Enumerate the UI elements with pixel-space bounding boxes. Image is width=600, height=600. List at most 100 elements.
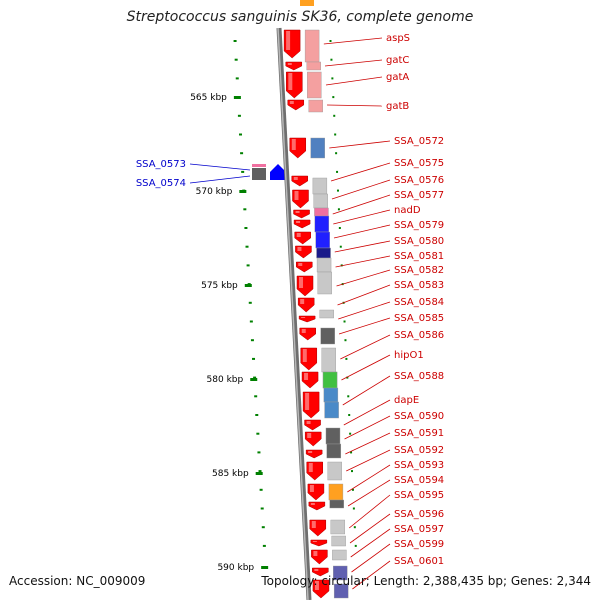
minor-tick — [261, 526, 265, 529]
right-tick — [335, 152, 338, 155]
right-tick — [345, 357, 348, 360]
category-bar — [333, 583, 349, 599]
reverse-category-bar — [252, 164, 266, 167]
gene-label-ssa-0581: SSA_0581 — [394, 251, 444, 262]
arrow-highlight — [311, 521, 316, 528]
minor-tick — [254, 395, 258, 398]
category-bar — [326, 443, 342, 459]
category-bar — [315, 231, 330, 249]
arrow-highlight — [293, 177, 298, 180]
arrow-highlight — [310, 503, 315, 505]
leader-line — [189, 175, 251, 184]
arrow-highlight — [289, 101, 294, 104]
arrow-highlight — [306, 421, 311, 424]
right-tick — [336, 170, 339, 173]
leader-line — [330, 162, 391, 182]
category-bar — [321, 347, 336, 373]
arrow-highlight — [304, 373, 309, 380]
category-bar — [307, 71, 322, 99]
minor-tick — [258, 470, 262, 473]
category-bar — [313, 193, 328, 209]
category-bar — [330, 519, 346, 535]
right-tick — [331, 77, 334, 80]
category-bar — [304, 29, 320, 63]
right-tick — [330, 58, 333, 61]
gene-label-nadd: nadD — [394, 205, 421, 216]
leader-line — [347, 464, 391, 493]
leader-line — [350, 528, 391, 558]
right-tick — [333, 114, 336, 117]
leader-line — [341, 354, 391, 381]
right-tick — [349, 432, 352, 435]
minor-tick — [245, 245, 249, 248]
arrow-highlight — [294, 191, 299, 200]
leader-line — [333, 209, 391, 225]
label-leader-lines — [189, 37, 391, 590]
leader-line — [348, 494, 391, 529]
gene-label-ssa-0599: SSA_0599 — [394, 539, 444, 550]
right-tick — [346, 376, 349, 379]
minor-tick — [239, 133, 243, 136]
arrow-highlight — [314, 581, 319, 590]
gene-label-hipo1: hipO1 — [394, 350, 424, 361]
tick-label: 585 kbp — [212, 469, 249, 479]
minor-tick — [237, 114, 241, 117]
leader-line — [331, 179, 391, 200]
leader-line — [343, 399, 391, 426]
gene-label-ssa-0575: SSA_0575 — [394, 158, 444, 169]
right-tick — [329, 40, 332, 42]
arrow-highlight — [307, 433, 312, 438]
major-tick — [250, 378, 258, 381]
minor-tick — [259, 488, 263, 491]
minor-tick — [256, 432, 260, 435]
minor-tick — [257, 451, 261, 454]
leader-line — [352, 560, 391, 590]
leader-line — [336, 269, 391, 287]
gene-label-ssa-0597: SSA_0597 — [394, 524, 444, 535]
arrow-highlight — [308, 463, 313, 472]
tick-label: 570 kbp — [196, 187, 233, 197]
gene-label-ssa-0579: SSA_0579 — [394, 220, 444, 231]
leader-line — [346, 449, 391, 472]
major-tick — [261, 566, 269, 569]
gene-label-ssa-0595: SSA_0595 — [394, 490, 444, 501]
minor-tick — [244, 227, 248, 229]
gene-label-ssa-0601: SSA_0601 — [394, 556, 444, 567]
arrow-highlight — [291, 139, 296, 150]
minor-tick — [243, 208, 247, 211]
minor-tick — [235, 77, 239, 80]
category-bar — [314, 215, 330, 233]
position-ruler: 565 kbp 570 kbp 575 kbp 580 kbp 585 kbp 590 k… — [190, 40, 357, 573]
tick-label: 575 kbp — [201, 281, 238, 291]
arrow-highlight — [301, 329, 306, 333]
gene-label-ssa-0576: SSA_0576 — [394, 175, 444, 186]
right-tick — [336, 189, 339, 192]
gene-label-ssa-0592: SSA_0592 — [394, 445, 444, 456]
gene-label-ssa-0577: SSA_0577 — [394, 190, 444, 201]
gene-label-gatc: gatC — [386, 55, 409, 66]
category-bar — [332, 549, 347, 561]
category-bar — [319, 309, 334, 319]
right-tick — [353, 526, 356, 529]
arrow-highlight — [308, 451, 313, 453]
tick-label: 580 kbp — [207, 375, 244, 385]
forward-gene-arrow — [298, 315, 316, 323]
arrow-highlight — [296, 233, 301, 237]
arrow-highlight — [297, 247, 302, 251]
arrow-highlight — [305, 393, 310, 410]
major-tick — [255, 472, 263, 475]
arrow-highlight — [288, 73, 293, 90]
leader-line — [332, 194, 391, 215]
right-tick — [351, 488, 354, 491]
leader-line — [324, 59, 383, 67]
arrow-highlight — [302, 349, 307, 362]
category-bar — [314, 207, 329, 217]
minor-tick — [246, 264, 250, 267]
reverse-category-bar — [252, 168, 266, 180]
leader-line — [335, 255, 391, 268]
arrow-highlight — [286, 31, 291, 50]
right-tick — [352, 507, 355, 510]
tick-label: 565 kbp — [190, 93, 227, 103]
gene-label-ssa-0588: SSA_0588 — [394, 371, 444, 382]
